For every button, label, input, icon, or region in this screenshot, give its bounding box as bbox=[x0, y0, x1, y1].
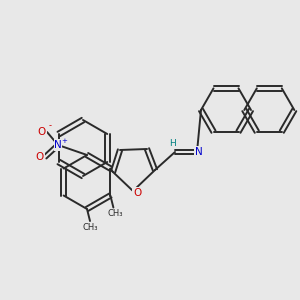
Text: N: N bbox=[195, 147, 203, 157]
Text: O: O bbox=[133, 188, 141, 198]
Text: O: O bbox=[38, 127, 46, 137]
Text: +: + bbox=[61, 138, 67, 144]
Text: CH₃: CH₃ bbox=[82, 223, 98, 232]
Text: CH₃: CH₃ bbox=[108, 209, 123, 218]
Text: -: - bbox=[49, 122, 52, 130]
Text: O: O bbox=[36, 152, 44, 162]
Text: N: N bbox=[54, 140, 62, 150]
Text: H: H bbox=[169, 139, 176, 148]
